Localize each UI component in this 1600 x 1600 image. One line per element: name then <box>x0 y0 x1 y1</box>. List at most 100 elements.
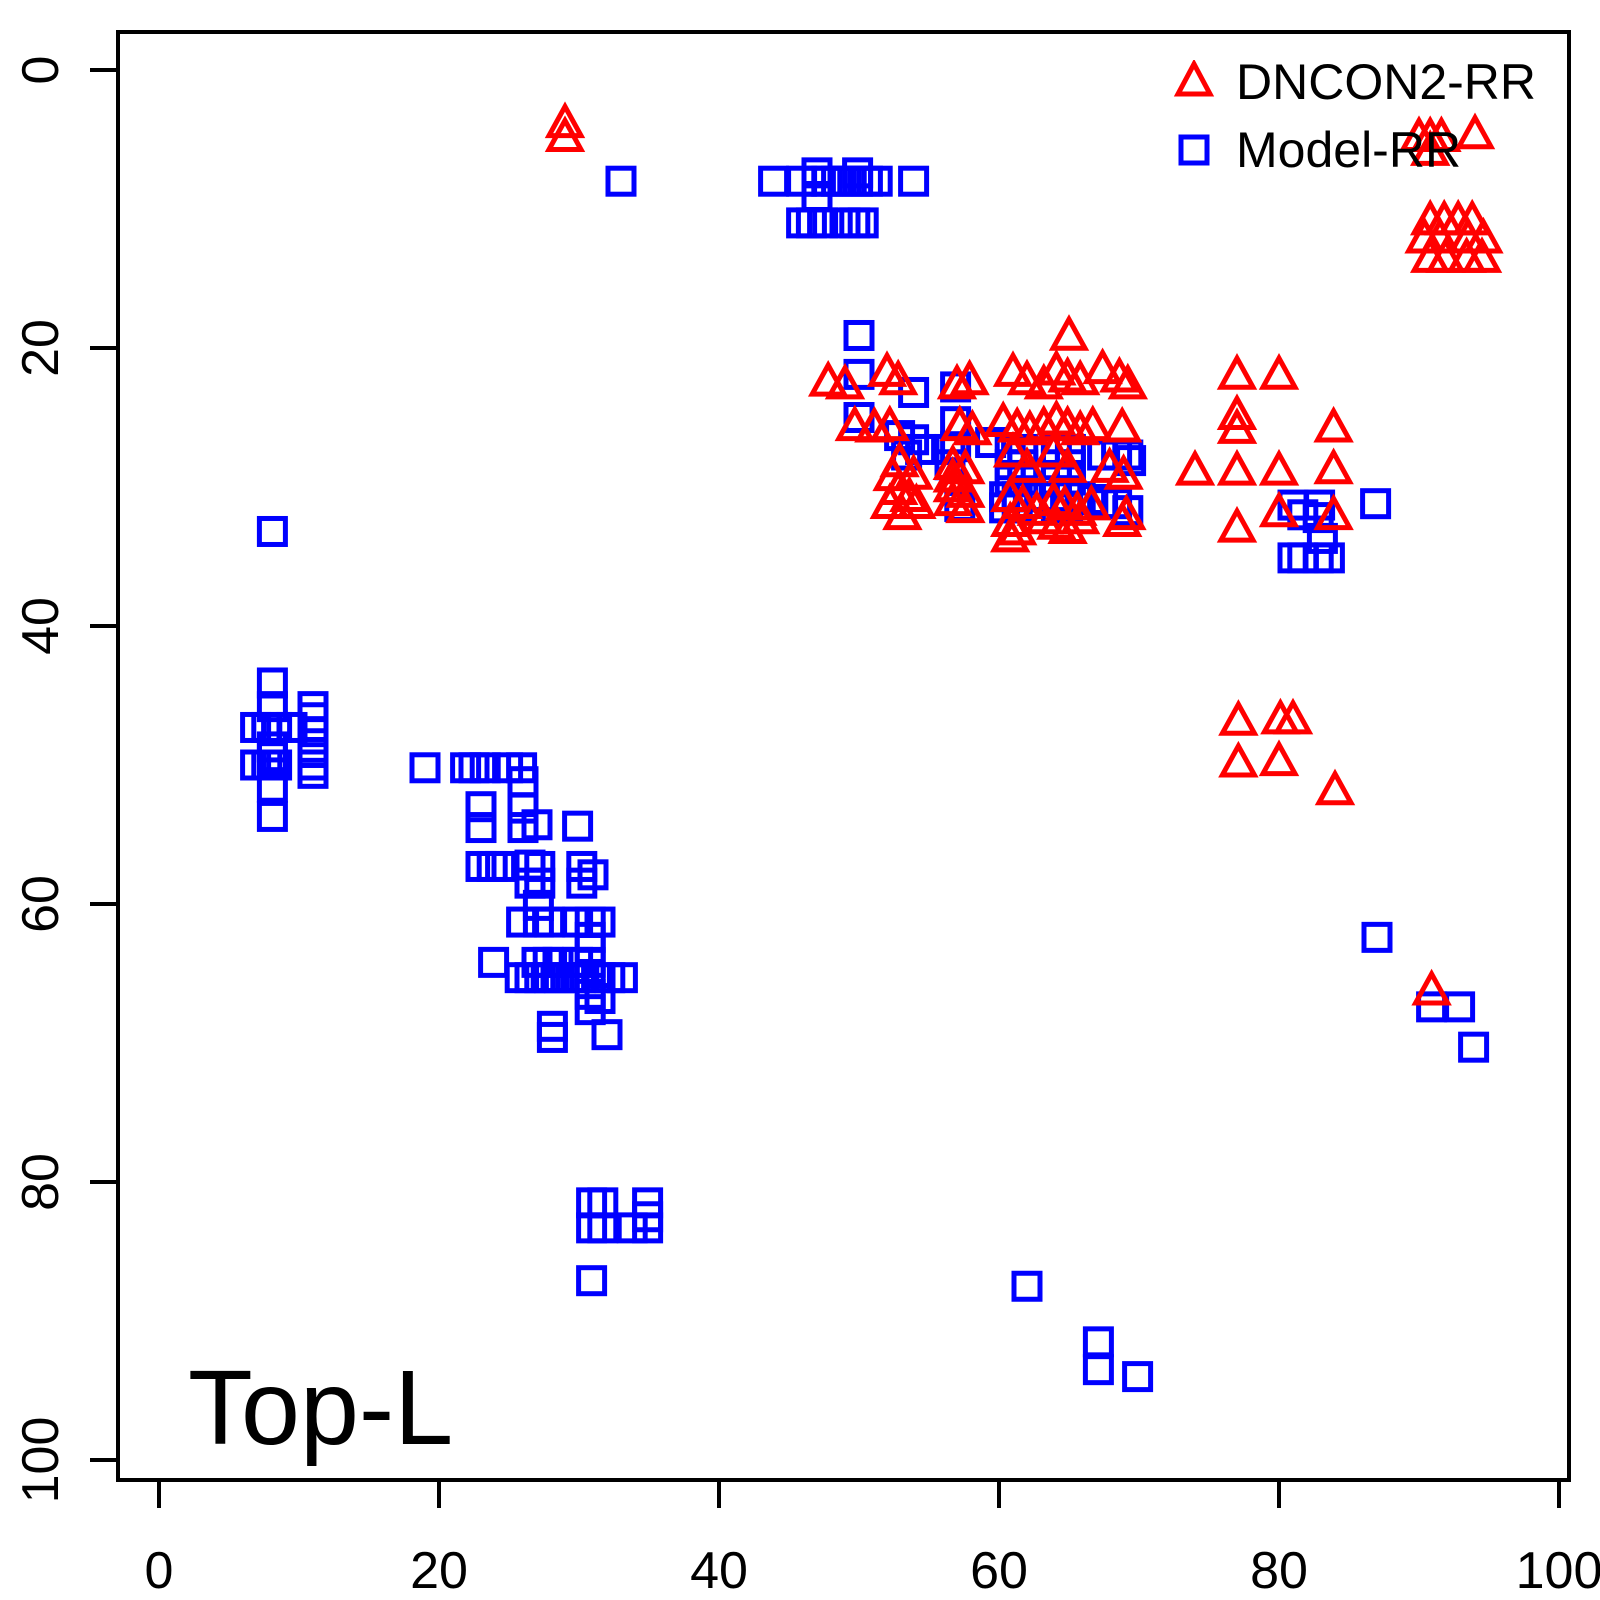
triangle-marker <box>949 358 990 396</box>
triangle-marker <box>1461 236 1503 273</box>
square-marker <box>758 165 790 197</box>
square-marker <box>478 946 510 978</box>
legend-label-dncon2: DNCON2-RR <box>1236 54 1536 110</box>
square-marker <box>1416 991 1448 1023</box>
square-marker <box>256 691 288 723</box>
triangle-marker <box>1463 216 1504 254</box>
x-tick-label: 20 <box>410 1542 468 1600</box>
square-marker <box>839 207 871 239</box>
square-marker <box>905 433 937 465</box>
legend-label-model: Model-RR <box>1236 122 1462 178</box>
square-marker <box>1361 921 1393 953</box>
square-marker <box>574 994 606 1026</box>
legend-item-dncon2: DNCON2-RR <box>1172 52 1536 112</box>
triangle-marker <box>1258 490 1300 528</box>
square-marker <box>256 515 288 547</box>
square-marker <box>256 741 288 773</box>
triangle-marker <box>1082 347 1123 385</box>
square-marker <box>256 771 288 803</box>
triangle-marker <box>1218 740 1259 778</box>
triangle-marker <box>1101 500 1143 538</box>
triangle-marker <box>896 482 937 519</box>
triangle-marker <box>1006 358 1048 396</box>
triangle-marker <box>1313 493 1354 531</box>
triangle-marker <box>1048 314 1090 351</box>
triangle-marker <box>1047 507 1088 544</box>
triangle-marker <box>932 455 974 493</box>
triangle-marker <box>992 430 1034 468</box>
square-marker <box>807 207 839 239</box>
square-marker <box>297 716 329 748</box>
square-marker <box>1313 542 1345 574</box>
square-marker <box>521 809 553 841</box>
square-marker <box>465 812 497 844</box>
triangle-marker <box>1023 404 1065 442</box>
square-marker <box>632 1212 664 1244</box>
triangle-marker <box>945 486 986 524</box>
triangle-marker <box>989 515 1031 553</box>
square-marker <box>1444 991 1476 1023</box>
triangle-marker <box>1216 393 1258 430</box>
triangle-marker <box>952 408 993 446</box>
triangle-marker <box>1099 355 1140 393</box>
triangle-marker <box>1174 448 1216 486</box>
square-marker <box>485 850 517 882</box>
square-marker <box>1082 1326 1114 1358</box>
triangle-marker <box>1059 408 1101 446</box>
square-marker <box>276 711 308 743</box>
triangle-marker <box>1454 112 1496 150</box>
triangle-marker <box>882 493 923 531</box>
triangle-marker <box>1216 505 1258 543</box>
triangle-marker <box>544 115 586 152</box>
dncon2-rr-series <box>544 101 1504 1006</box>
legend-item-model: Model-RR <box>1172 120 1536 180</box>
triangle-marker <box>1216 353 1258 390</box>
square-marker <box>409 752 441 784</box>
x-tick-label: 0 <box>145 1542 174 1600</box>
x-tick-label: 40 <box>690 1542 748 1600</box>
square-marker <box>940 431 972 463</box>
triangle-marker <box>824 362 866 400</box>
y-tick-label: 80 <box>12 1153 70 1211</box>
triangle-marker <box>1409 129 1451 166</box>
triangle-marker <box>1425 236 1466 273</box>
square-marker <box>861 165 893 197</box>
triangle-icon <box>1173 60 1215 97</box>
triangle-marker <box>1216 448 1258 486</box>
legend: DNCON2-RR Model-RR <box>1172 52 1536 180</box>
square-marker <box>1277 542 1309 574</box>
triangle-marker <box>877 358 919 396</box>
square-marker <box>1122 1361 1154 1393</box>
square-marker <box>297 757 329 789</box>
triangle-marker <box>1071 483 1112 521</box>
square-marker <box>256 800 288 832</box>
triangle-marker <box>1258 448 1300 486</box>
square-marker <box>465 791 497 823</box>
model-rr-series <box>240 157 1490 1393</box>
x-tick-label: 80 <box>1250 1542 1308 1600</box>
square-marker <box>576 1265 608 1297</box>
square-marker <box>261 749 293 781</box>
triangle-marker <box>1103 453 1144 490</box>
y-tick-label: 100 <box>12 1417 70 1504</box>
triangle-marker <box>1107 362 1149 400</box>
square-marker <box>605 165 637 197</box>
y-tick-label: 40 <box>12 597 70 655</box>
square-marker <box>524 850 556 882</box>
triangle-marker <box>544 101 586 139</box>
square-marker <box>506 906 538 938</box>
triangle-marker <box>1411 968 1452 1006</box>
triangle-marker <box>996 508 1038 546</box>
triangle-marker <box>1258 739 1300 777</box>
triangle-marker <box>1216 407 1258 444</box>
square-marker <box>1082 1354 1114 1386</box>
square-marker <box>536 1021 568 1053</box>
plot-annotation-top-l: Top-L <box>188 1349 454 1467</box>
triangle-marker <box>1218 699 1259 736</box>
square-marker <box>847 207 879 239</box>
triangle-marker <box>1272 697 1314 735</box>
square-marker <box>1458 1031 1490 1063</box>
plot-box <box>116 30 1571 1482</box>
